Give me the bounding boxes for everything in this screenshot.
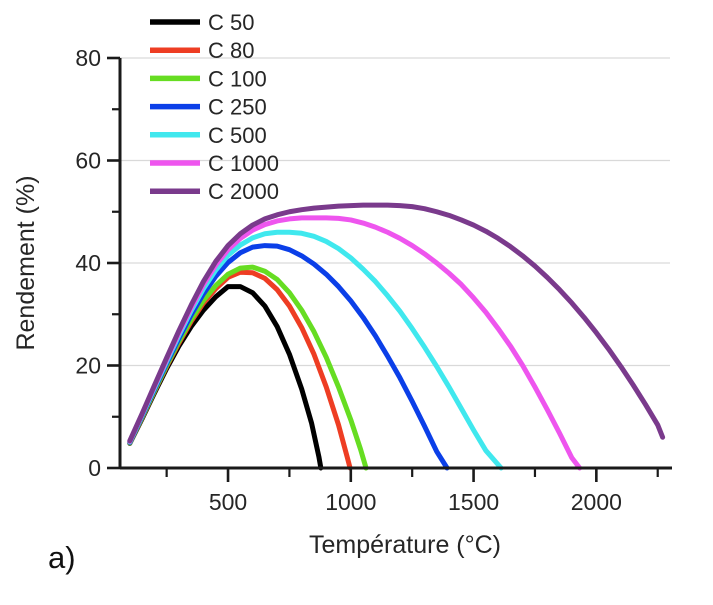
- y-tick-label-20: 20: [75, 353, 101, 379]
- x-tick-label-2000: 2000: [571, 489, 622, 515]
- legend-label-c-500: C 500: [208, 123, 267, 148]
- legend-label-c-250: C 250: [208, 95, 267, 120]
- x-tick-label-1500: 1500: [448, 489, 499, 515]
- y-tick-label-60: 60: [75, 148, 101, 174]
- legend-label-c-100: C 100: [208, 66, 267, 91]
- legend-label-c-80: C 80: [208, 38, 254, 63]
- y-tick-label-40: 40: [75, 250, 101, 276]
- x-tick-label-500: 500: [209, 489, 247, 515]
- x-tick-label-1000: 1000: [325, 489, 376, 515]
- panel-label: a): [48, 540, 76, 575]
- x-axis-title: Température (°C): [309, 531, 501, 559]
- y-tick-label-80: 80: [75, 45, 101, 71]
- y-axis-title: Rendement (%): [12, 175, 40, 350]
- legend-label-c-2000: C 2000: [208, 179, 279, 204]
- series-line-c-2000: [127, 202, 666, 444]
- y-tick-label-0: 0: [88, 455, 101, 481]
- legend-label-c-1000: C 1000: [208, 151, 279, 176]
- legend-label-c-50: C 50: [208, 10, 254, 35]
